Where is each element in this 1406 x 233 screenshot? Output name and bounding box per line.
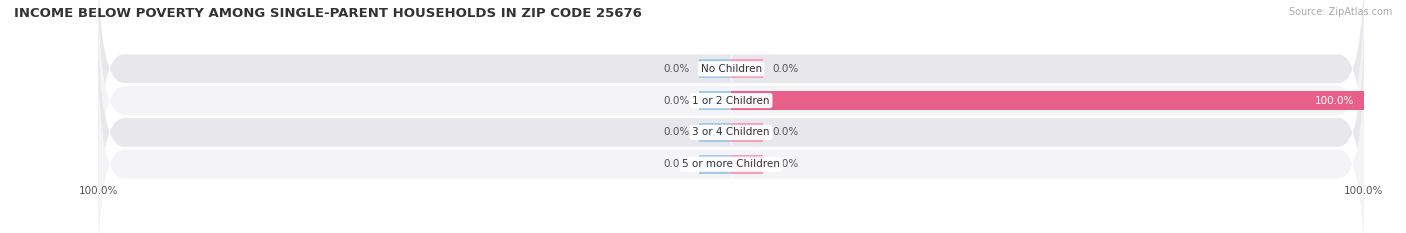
Text: 0.0%: 0.0% [664,64,690,74]
Text: No Children: No Children [700,64,762,74]
Text: Source: ZipAtlas.com: Source: ZipAtlas.com [1288,7,1392,17]
Text: 0.0%: 0.0% [664,127,690,137]
Text: INCOME BELOW POVERTY AMONG SINGLE-PARENT HOUSEHOLDS IN ZIP CODE 25676: INCOME BELOW POVERTY AMONG SINGLE-PARENT… [14,7,643,20]
Text: 0.0%: 0.0% [664,159,690,169]
Text: 0.0%: 0.0% [664,96,690,106]
Bar [699,123,731,142]
Text: 100.0%: 100.0% [1315,96,1354,106]
Text: 3 or 4 Children: 3 or 4 Children [692,127,770,137]
FancyBboxPatch shape [98,51,1364,233]
Text: 0.0%: 0.0% [772,127,799,137]
Bar [731,59,762,78]
FancyBboxPatch shape [98,0,1364,182]
Bar [731,155,762,174]
FancyBboxPatch shape [98,0,1364,214]
Text: 1 or 2 Children: 1 or 2 Children [692,96,770,106]
FancyBboxPatch shape [98,19,1364,233]
Bar [699,59,731,78]
Text: 0.0%: 0.0% [772,159,799,169]
Bar [731,123,762,142]
Bar [731,91,1364,110]
Text: 0.0%: 0.0% [772,64,799,74]
Bar [699,155,731,174]
Text: 5 or more Children: 5 or more Children [682,159,780,169]
Bar [699,91,731,110]
